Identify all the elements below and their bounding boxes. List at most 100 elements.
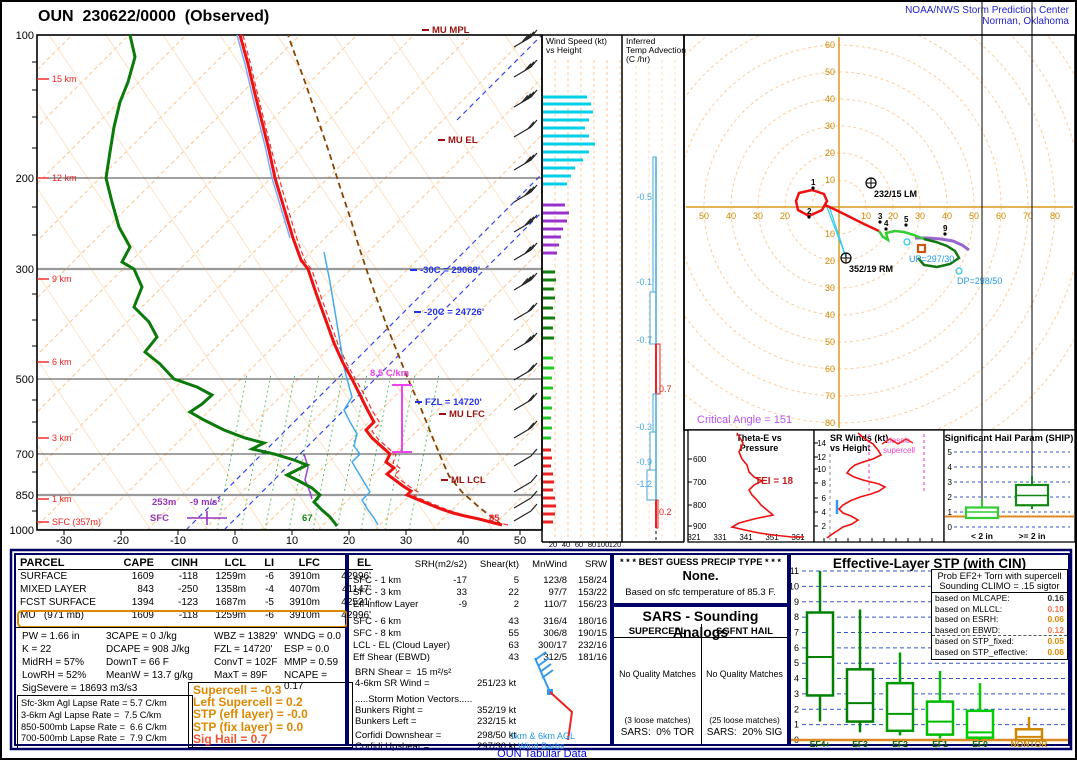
index-value: WNDG = 0.0 (284, 631, 341, 642)
skewt-background (37, 35, 542, 530)
srh-cell: 232/16 (577, 640, 607, 651)
hodo-ring-label: 20 (825, 148, 835, 158)
hodo-ring-label: 10 (825, 229, 835, 239)
temp-axis-label: -20 (113, 535, 129, 547)
thetae-ylabel: 700 (693, 478, 707, 487)
brn-shear: BRN Shear = 15 m²/s² (355, 667, 452, 678)
skewt-annotation: 8.5 C/km (370, 368, 409, 379)
hodo-ring-label: 20 (825, 256, 835, 266)
parcel-col-header: LFC (276, 557, 322, 570)
parcel-panel: PARCEL CAPE CINH LCL LI LFC EL SURFACE 1609 -118 1… (14, 553, 373, 750)
mu-parcel-highlight (17, 610, 348, 628)
thetae-title: Pressure (740, 443, 779, 453)
pressure-label: 200 (16, 173, 34, 185)
index-value: MeanW = 13.7 g/kg (106, 670, 193, 681)
temp-axis-label: 0 (232, 535, 238, 547)
index-value: WBZ = 13829' (214, 631, 278, 642)
hodo-ring-label: 30 (825, 121, 835, 131)
agency-credit: NOAA/NWS Storm Prediction Center Norman,… (905, 5, 1069, 27)
parcel-col-header: LI (248, 557, 276, 570)
ship-category-label: < 2 in (971, 531, 993, 541)
skewt-annotation: 67 (302, 513, 313, 524)
adv-panel-title: (C /hr) (626, 54, 650, 64)
precip-type-panel: * * * BEST GUESS PRECIP TYPE * * * None.… (612, 553, 789, 605)
srh-cell: 158/24 (577, 575, 607, 586)
skewt-annotation: -9 m/s² (190, 497, 221, 508)
prob-row: based on STP_effective: 0.06 (932, 647, 1067, 658)
wind-axis-label: 80 (588, 540, 596, 549)
srh-cell: 156/23 (577, 599, 607, 610)
index-value: DownT = 66 F (106, 657, 169, 668)
adv-panel-title: Temp Advection (626, 45, 686, 55)
srh-col-header: SRW (585, 559, 607, 570)
prob-header2: Sounding CLIMO = .15 sigtor (932, 581, 1067, 593)
prob-row: based on ESRH: 0.06 (932, 614, 1067, 625)
skewt-annotation: FZL = 14720' (425, 397, 482, 408)
precip-value: None. (682, 568, 719, 583)
sars-tor-pct: SARS: 0% TOR (620, 727, 695, 738)
hodo-ring-label: 40 (825, 94, 835, 104)
hodo-ring-label: 80 (1050, 211, 1060, 221)
index-value: PW = 1.66 in (22, 631, 80, 642)
skewt-annotation: MU LFC (449, 409, 485, 420)
temp-axis-label: -10 (170, 535, 186, 547)
skewt-annotation: ML LCL (451, 475, 486, 486)
index-value: FZL = 14720' (214, 644, 273, 655)
sars-hail-result: No Quality Matches (706, 669, 783, 679)
sars-col-hail: SGFNT HAIL (702, 626, 787, 638)
ship-ylabel: 5 (948, 448, 953, 457)
sars-supercell-result: No Quality Matches (619, 669, 696, 679)
ship-ylabel: 4 (948, 463, 953, 472)
srwind-ylabel: 12 (817, 453, 826, 462)
srh-cell: 153/22 (577, 587, 607, 598)
temp-axis-label: 30 (400, 535, 412, 547)
agency-line1: NOAA/NWS Storm Prediction Center (905, 5, 1069, 16)
hodo-ring-label: 50 (699, 211, 709, 221)
index-value: DCAPE = 908 J/kg (106, 644, 190, 655)
critical-angle-label: Critical Angle = 151 (697, 414, 792, 426)
hodo-km-number: 4 (884, 219, 889, 228)
index-value: MaxT = 89F (214, 670, 268, 681)
composite-index-line: STP (eff layer) = -0.0 (193, 707, 308, 722)
hodo-ring-label: 10 (825, 175, 835, 185)
srwind-title: SR Winds (kt) (830, 433, 888, 443)
kinematic-label: Bunkers Right = (355, 705, 423, 716)
temp-axis-label: 10 (286, 535, 298, 547)
adv-value: -0.5 (636, 192, 652, 202)
index-value: K = 22 (22, 644, 52, 655)
thetae-xlabel: 331 (713, 533, 727, 542)
table-row: SURFACE 1609 -118 1259m -6 3910m 42996' (20, 570, 371, 582)
ship-title: Significant Hail Param (SHIP) (945, 433, 1074, 443)
sig-severe-value: SigSevere = 18693 m3/s3 (22, 683, 138, 694)
prob-value: 0.10 (1047, 603, 1064, 614)
ship-ylabel: 1 (948, 508, 953, 517)
height-label: 12 km (52, 173, 77, 183)
hodo-ring-label: 60 (825, 364, 835, 374)
composite-index-line: STP (fix layer) = 0.0 (193, 719, 304, 734)
tabular-data-link[interactable]: OUN Tabular Data (497, 748, 587, 760)
srwind-title: vs Height (830, 443, 871, 453)
table-row: MIXED LAYER 843 -250 1358m -4 4070m 41147' (20, 583, 371, 595)
adv-value: -0.1 (636, 277, 652, 287)
sars-panel: SARS - Sounding Analogs SUPERCELL SGFNT … (612, 605, 789, 746)
pressure-label: 100 (16, 30, 34, 42)
right-mover-marker: 352/19 RM (849, 264, 893, 274)
lapse-rate-line: 850-500mb Lapse Rate = 6.6 C/km (21, 721, 167, 732)
skewt-annotation: 85 (489, 513, 500, 524)
table-row: FCST SURFACE 1394 -123 1687m -5 3910m 42521' (20, 596, 371, 608)
wind-axis-label: 60 (575, 540, 583, 549)
srwind-ylabel: 14 (817, 439, 826, 448)
kinematic-value: 352/19 kt (477, 705, 517, 716)
thetae-title: Theta-E vs (736, 433, 782, 443)
parcel-col-header: CAPE (108, 557, 156, 570)
adv-panel-title: Inferred (626, 36, 656, 46)
ship-ylabel: 2 (948, 493, 953, 502)
hodo-km-number: 1 (811, 178, 816, 187)
thetae-xlabel: 351 (765, 533, 779, 542)
adv-value: -1.2 (636, 479, 652, 489)
tei-label: TEI = 18 (755, 476, 794, 487)
prob-row: based on MLLCL: 0.10 (932, 604, 1067, 615)
skewt-annotation: -30C = 29068' (420, 265, 480, 276)
composite-index-line: Sig Hail = 0.7 (193, 731, 268, 746)
index-value: ConvT = 102F (214, 657, 278, 668)
